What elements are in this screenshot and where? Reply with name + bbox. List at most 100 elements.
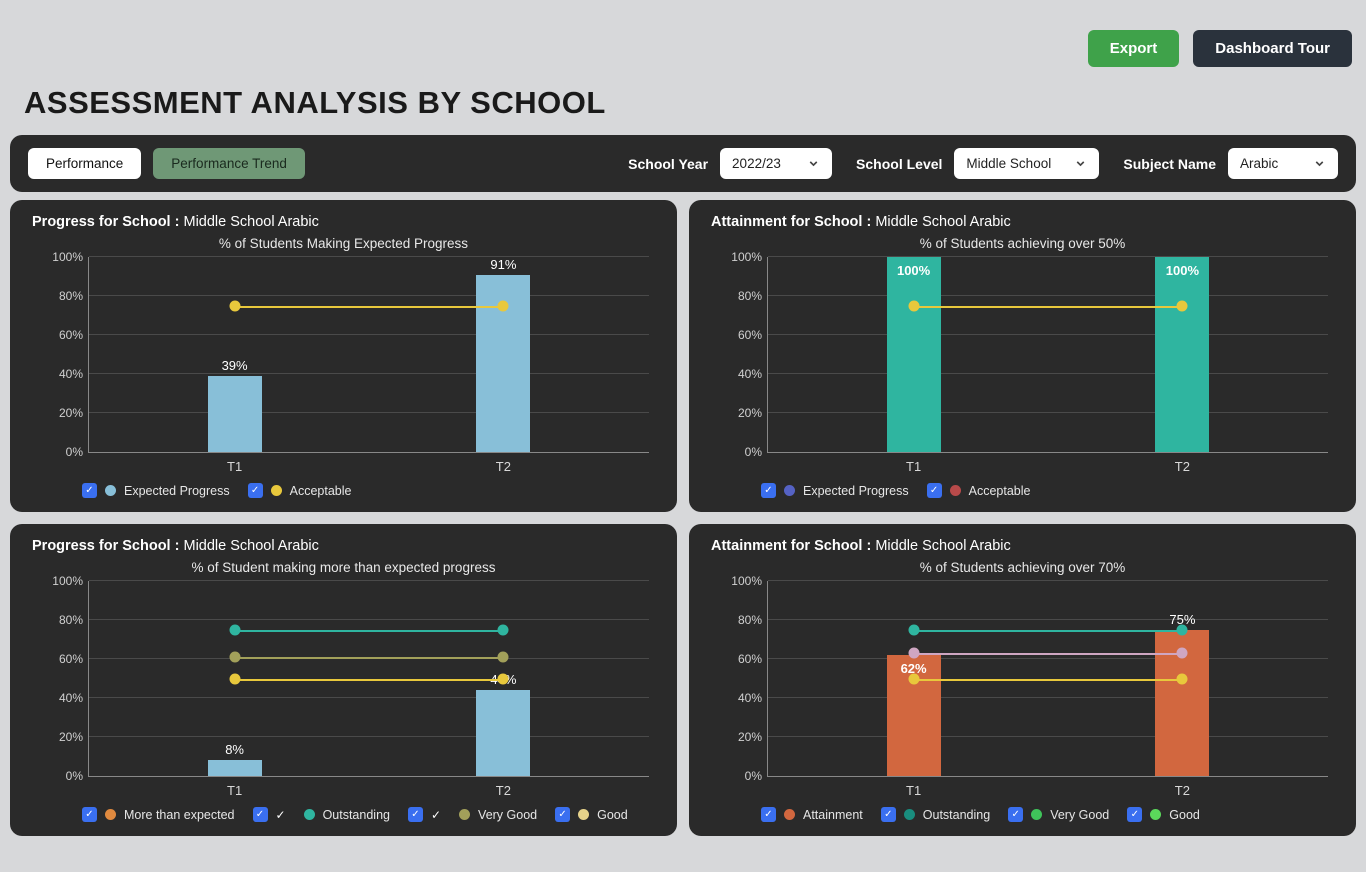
progress-more-legend: ✓More than expected✓✓Outstanding✓✓Very G… (82, 807, 655, 822)
legend-item[interactable]: ✓ Acceptable (248, 483, 352, 498)
legend-color-dot (1150, 809, 1161, 820)
school-year-select[interactable]: 2022/23 (720, 148, 832, 179)
school-level-select[interactable]: Middle School (954, 148, 1099, 179)
y-axis-label: 80% (39, 613, 83, 627)
legend-label: More than expected (124, 808, 235, 822)
card-title: Progress for School : Middle School Arab… (32, 214, 655, 230)
y-axis-label: 60% (39, 652, 83, 666)
legend-item[interactable]: ✓Good (555, 807, 628, 822)
legend-item[interactable]: Very Good (459, 808, 537, 822)
check-icon: ✓ (431, 808, 441, 822)
card-title: Attainment for School : Middle School Ar… (711, 538, 1334, 554)
attainment50-legend: ✓Expected Progress✓Acceptable (761, 483, 1334, 498)
dashboard-tour-button[interactable]: Dashboard Tour (1193, 30, 1352, 67)
card-subtitle: % of Students achieving over 50% (711, 236, 1334, 251)
filter-subject-label: Subject Name (1123, 156, 1216, 172)
chart-line-marker (229, 300, 240, 311)
bar-value-label: 39% (208, 358, 262, 373)
legend-checkbox[interactable]: ✓ (761, 483, 776, 498)
legend-item[interactable]: ✓ Outstanding (881, 807, 990, 822)
legend-item[interactable]: ✓ Acceptable (927, 483, 1031, 498)
chart-line-marker (1177, 648, 1188, 659)
legend-item[interactable]: ✓Attainment (761, 807, 863, 822)
chart-line-marker (1177, 673, 1188, 684)
attainment70-legend: ✓Attainment✓Outstanding✓Very Good✓Good (761, 807, 1334, 822)
legend-color-dot (784, 485, 795, 496)
chart-line-marker (908, 673, 919, 684)
legend-checkbox[interactable]: ✓ (927, 483, 942, 498)
chevron-down-icon (1313, 157, 1326, 170)
x-axis-label: T2 (496, 783, 511, 798)
x-axis-label: T2 (496, 459, 511, 474)
x-axis-label: T2 (1175, 783, 1190, 798)
bar-value-label: 100% (887, 263, 941, 278)
x-axis-label: T1 (906, 783, 921, 798)
y-axis-label: 80% (718, 289, 762, 303)
chart-line-marker (1177, 624, 1188, 635)
filter-level-label: School Level (856, 156, 942, 172)
chart-bar: 8% (208, 760, 262, 776)
attainment70-card: Attainment for School : Middle School Ar… (689, 524, 1356, 836)
legend-checkbox[interactable]: ✓ (248, 483, 263, 498)
progress-more-chart: 0%20%40%60%80%100%8%T144%T2 (88, 581, 649, 777)
legend-checkbox[interactable]: ✓ (1008, 807, 1023, 822)
chart-line-marker (1177, 300, 1188, 311)
legend-label: Acceptable (969, 484, 1031, 498)
legend-checkbox[interactable]: ✓ (881, 807, 896, 822)
progress-chart: 0%20%40%60%80%100%39%T191%T2 (88, 257, 649, 453)
page-title: ASSESSMENT ANALYSIS BY SCHOOL (10, 67, 1356, 135)
x-axis-label: T2 (1175, 459, 1190, 474)
subject-name-select[interactable]: Arabic (1228, 148, 1338, 179)
legend-label: Outstanding (923, 808, 990, 822)
chart-line-marker (498, 673, 509, 684)
chart-bar: 100% (887, 257, 941, 452)
legend-label: Outstanding (323, 808, 390, 822)
school-level-value: Middle School (966, 156, 1051, 171)
attainment50-card: Attainment for School : Middle School Ar… (689, 200, 1356, 512)
legend-checkbox[interactable]: ✓ (761, 807, 776, 822)
legend-label: Good (1169, 808, 1200, 822)
legend-checkbox[interactable]: ✓ (82, 483, 97, 498)
tab-performance[interactable]: Performance (28, 148, 141, 179)
legend-item[interactable]: ✓ Very Good (1008, 807, 1109, 822)
legend-color-dot (578, 809, 589, 820)
bar-value-label: 91% (476, 257, 530, 272)
legend-item[interactable]: ✓ Good (1127, 807, 1200, 822)
legend-label: Very Good (1050, 808, 1109, 822)
chart-line (914, 630, 1183, 632)
attainment70-chart: 0%20%40%60%80%100%62%T175%T2 (767, 581, 1328, 777)
progress-card: Progress for School : Middle School Arab… (10, 200, 677, 512)
export-button[interactable]: Export (1088, 30, 1180, 67)
legend-label: Acceptable (290, 484, 352, 498)
legend-item[interactable]: ✓✓ (253, 807, 286, 822)
card-title: Attainment for School : Middle School Ar… (711, 214, 1334, 230)
legend-item[interactable]: ✓ More than expected (82, 807, 235, 822)
filter-year-label: School Year (628, 156, 708, 172)
filter-bar: Performance Performance Trend School Yea… (10, 135, 1356, 192)
tab-performance-trend[interactable]: Performance Trend (153, 148, 305, 179)
y-axis-label: 0% (718, 445, 762, 459)
legend-checkbox[interactable]: ✓ (1127, 807, 1142, 822)
legend-color-dot (271, 485, 282, 496)
y-axis-label: 100% (39, 574, 83, 588)
card-subtitle: % of Student making more than expected p… (32, 560, 655, 575)
legend-item[interactable]: ✓✓ (408, 807, 441, 822)
legend-item[interactable]: ✓Expected Progress (761, 483, 909, 498)
attainment50-chart: 0%20%40%60%80%100%100%T1100%T2 (767, 257, 1328, 453)
y-axis-label: 0% (39, 769, 83, 783)
legend-checkbox[interactable]: ✓ (408, 807, 423, 822)
legend-item[interactable]: Outstanding (304, 808, 390, 822)
card-subtitle: % of Students achieving over 70% (711, 560, 1334, 575)
legend-item[interactable]: ✓Expected Progress (82, 483, 230, 498)
chart-line-marker (498, 624, 509, 635)
chart-line-marker (229, 652, 240, 663)
y-axis-label: 20% (718, 730, 762, 744)
legend-color-dot (304, 809, 315, 820)
y-axis-label: 40% (39, 367, 83, 381)
legend-color-dot (1031, 809, 1042, 820)
chart-bar: 44% (476, 690, 530, 776)
legend-checkbox[interactable]: ✓ (253, 807, 268, 822)
legend-color-dot (950, 485, 961, 496)
legend-checkbox[interactable]: ✓ (82, 807, 97, 822)
legend-checkbox[interactable]: ✓ (555, 807, 570, 822)
